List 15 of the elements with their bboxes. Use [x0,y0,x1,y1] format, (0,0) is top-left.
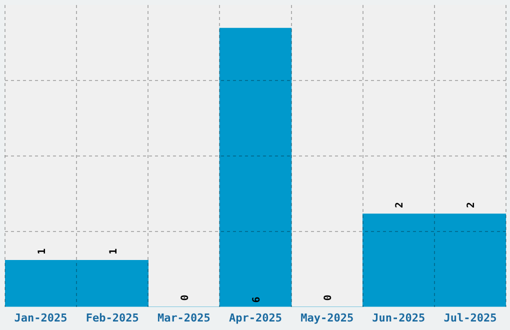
x-tick-label: Apr-2025 [229,311,282,324]
data-label: 6 [252,296,262,303]
data-label: 0 [180,294,191,301]
data-label: 2 [394,202,406,208]
x-tick-label: Jan-2025 [14,311,68,324]
bar [219,28,292,307]
data-label: 2 [466,202,478,208]
x-tick-label: May-2025 [300,311,354,324]
x-tick-label: Jun-2025 [372,311,426,324]
x-tick-label: Jul-2025 [444,311,497,324]
x-tick-label: Mar-2025 [157,311,210,324]
data-label: 1 [108,248,120,254]
data-label: 1 [36,248,48,254]
data-label: 0 [323,294,334,301]
x-tick-label: Feb-2025 [86,311,139,324]
